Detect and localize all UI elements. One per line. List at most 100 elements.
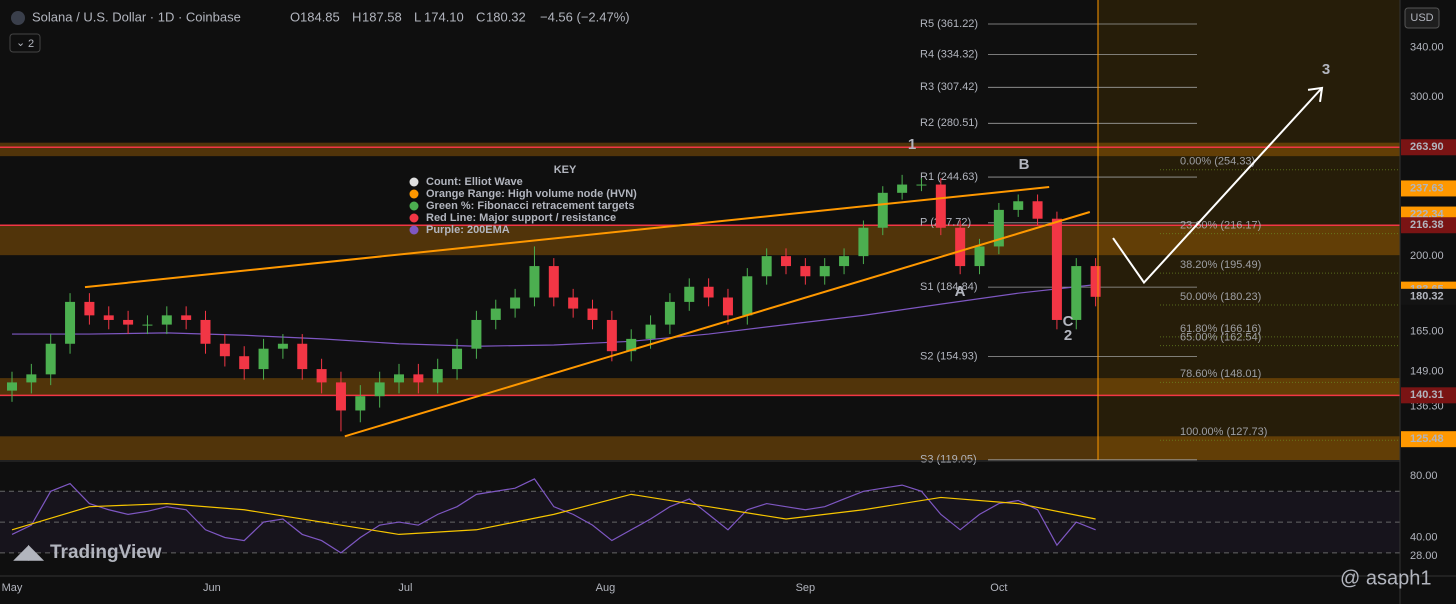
ohlc-value: 187.58 (362, 9, 402, 24)
candle-body (452, 348, 463, 370)
ohlc-key: C (476, 9, 485, 24)
fib-label: 0.00% (254.33) (1180, 156, 1255, 168)
x-tick-label: May (2, 582, 23, 594)
ohlc-key: L (414, 9, 421, 24)
rsi-ma-line (11, 493, 1096, 536)
key-dot (409, 201, 419, 211)
wave-label: 1 (908, 136, 916, 153)
wave-label: B (1019, 156, 1030, 173)
ohlc-value: 180.32 (486, 9, 526, 24)
candle-body (200, 319, 211, 344)
indicator-toggle[interactable] (9, 33, 41, 53)
candle-body (490, 308, 501, 320)
y-tick-label: 300.00 (1410, 91, 1444, 103)
indicator-count: 2 (28, 38, 34, 50)
candle-body (548, 266, 559, 298)
candle-body (239, 356, 250, 370)
candle-body (858, 227, 869, 257)
projection-area (1098, 0, 1400, 460)
x-tick-label: Aug (596, 582, 616, 594)
y-tick-label: 200.00 (1410, 250, 1444, 262)
ema-line (11, 284, 1096, 347)
candle-body (1071, 266, 1082, 320)
price-tag-label: 140.31 (1410, 389, 1444, 401)
rsi-tick-label: 40.00 (1410, 531, 1438, 543)
pivot-label: S2 (154.93) (920, 350, 977, 362)
candle-body (297, 343, 308, 370)
currency-box[interactable] (1404, 7, 1440, 29)
candle-body (510, 297, 521, 309)
pivot-label: S1 (184.84) (920, 281, 977, 293)
brand: TradingView (50, 542, 162, 563)
candle-body (974, 246, 985, 267)
y-tick-label: 340.00 (1410, 42, 1444, 54)
price-tag (1401, 288, 1456, 305)
rsi-band (0, 491, 1400, 553)
candle-body (606, 319, 617, 352)
currency: USD (1410, 12, 1433, 24)
price-tag (1401, 431, 1456, 448)
projection-path (1112, 87, 1323, 285)
hvn-zone (0, 225, 1400, 256)
candle-body (761, 256, 772, 277)
pivot-label: R1 (244.63) (920, 171, 978, 183)
price-tag (1401, 217, 1456, 234)
fib-label: 100.00% (127.73) (1180, 426, 1267, 438)
candle-body (742, 276, 753, 316)
candle-body (877, 192, 888, 228)
price-tag (1401, 139, 1456, 156)
x-tick-label: Jul (398, 582, 412, 594)
rsi-line (11, 478, 1096, 554)
candle-body (781, 256, 792, 267)
candle-body (684, 286, 695, 302)
wave-label: 3 (1322, 61, 1330, 78)
fib-label: 23.60% (216.17) (1180, 220, 1261, 232)
y-tick-label: 136.30 (1410, 401, 1444, 413)
price-tag-label: 216.38 (1410, 219, 1444, 231)
candle-body (432, 369, 443, 383)
wave-label: 2 (1064, 327, 1072, 344)
key-item: Orange Range: High volume node (HVN) (426, 188, 637, 200)
y-tick-label: 165.00 (1410, 326, 1444, 338)
key-dot (409, 177, 419, 187)
candle-body (587, 308, 598, 320)
candle-body (645, 324, 656, 339)
candle-body (471, 319, 482, 349)
candle-body (65, 301, 76, 344)
candle-body (1051, 218, 1062, 320)
symbol-icon (11, 11, 25, 25)
x-tick-label: Sep (796, 582, 816, 594)
pivot-label: R5 (361.22) (920, 18, 978, 30)
candle-body (568, 297, 579, 309)
price-tag (1401, 180, 1456, 197)
candle-body (123, 319, 134, 325)
key-dot (409, 225, 419, 235)
wave-label: A (955, 283, 966, 300)
candle-body (703, 286, 714, 298)
candle-body (142, 324, 153, 326)
hvn-zone (0, 378, 1400, 396)
x-tick-label: Oct (990, 582, 1007, 594)
key-dot (409, 189, 419, 199)
ohlc-key: O (290, 9, 300, 24)
arrow-head (1307, 86, 1324, 103)
trendline (84, 186, 1050, 289)
fib-label: 61.80% (166.16) (1180, 323, 1261, 335)
candle-body (993, 209, 1004, 247)
pivot-label: R3 (307.42) (920, 81, 978, 93)
x-tick-label: Jun (203, 582, 221, 594)
candle-body (935, 184, 946, 228)
fib-label: 50.00% (180.23) (1180, 291, 1261, 303)
candle-body (258, 348, 269, 370)
price-tag-label: 263.90 (1410, 141, 1444, 153)
pivot-label: S3 (119.05) (920, 454, 977, 466)
candle-body (355, 396, 366, 411)
pivot-label: R4 (334.32) (920, 48, 978, 60)
key-dot (409, 213, 419, 223)
candle-body (103, 315, 114, 320)
candle-body (161, 315, 172, 325)
candle-body (626, 338, 637, 352)
fib-label: 65.00% (162.54) (1180, 331, 1261, 343)
key-item: Red Line: Major support / resistance (426, 212, 616, 224)
rsi-tick-label: 28.00 (1410, 550, 1438, 562)
